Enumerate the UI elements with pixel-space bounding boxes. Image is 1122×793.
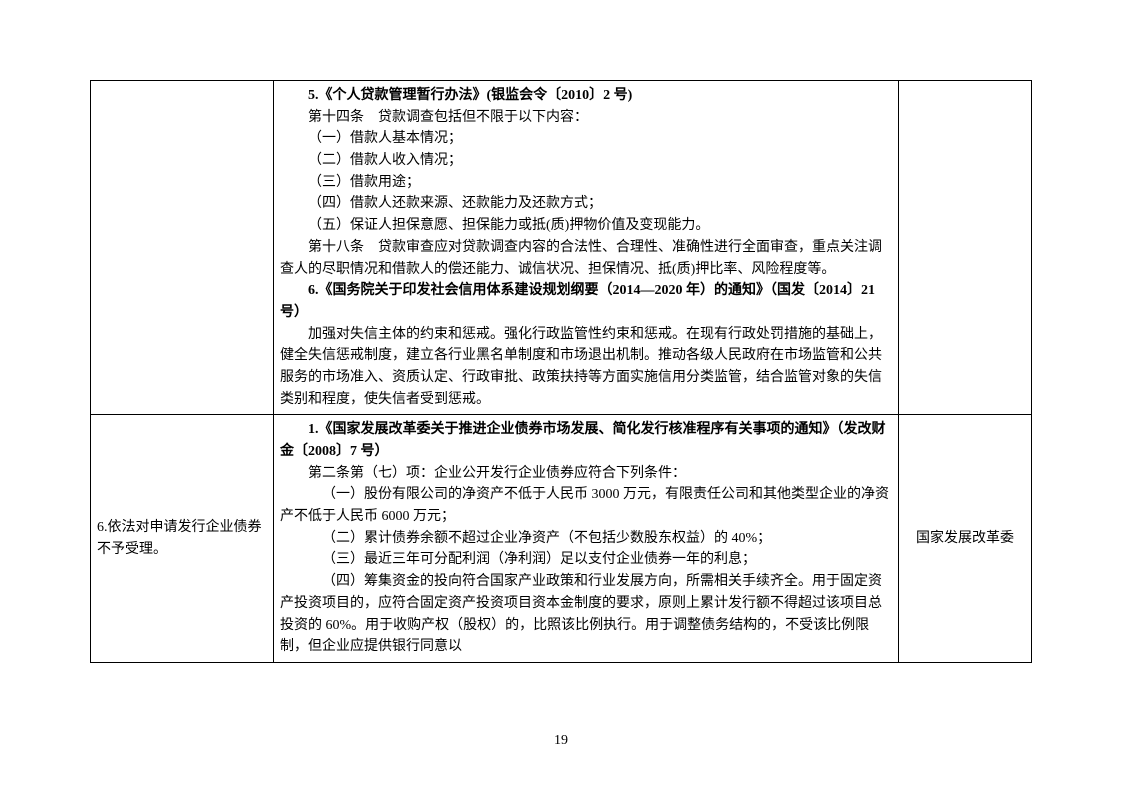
paragraph: 6.《国务院关于印发社会信用体系建设规划纲要（2014—2020 年）的通知》（…: [280, 280, 892, 323]
paragraph: （二）借款人收入情况；: [280, 150, 892, 172]
table-row: 5.《个人贷款管理暂行办法》(银监会令〔2010〕2 号)第十四条 贷款调查包括…: [91, 81, 1032, 415]
page-number: 19: [0, 733, 1122, 749]
paragraph: （一）借款人基本情况；: [280, 128, 892, 150]
paragraph: 第十八条 贷款审查应对贷款调查内容的合法性、合理性、准确性进行全面审查，重点关注…: [280, 237, 892, 280]
paragraph: （四）借款人还款来源、还款能力及还款方式；: [280, 193, 892, 215]
paragraph: （三）借款用途；: [280, 172, 892, 194]
paragraph: 第二条第（七）项：企业公开发行企业债券应符合下列条件：: [280, 463, 892, 485]
page-container: 5.《个人贷款管理暂行办法》(银监会令〔2010〕2 号)第十四条 贷款调查包括…: [0, 0, 1122, 703]
paragraph: （二）累计债券余额不超过企业净资产（不包括少数股东权益）的 40%；: [280, 528, 892, 550]
col-agency: [899, 81, 1032, 415]
regulation-table: 5.《个人贷款管理暂行办法》(银监会令〔2010〕2 号)第十四条 贷款调查包括…: [90, 80, 1032, 663]
paragraph: （五）保证人担保意愿、担保能力或抵(质)押物价值及变现能力。: [280, 215, 892, 237]
paragraph: 1.《国家发展改革委关于推进企业债券市场发展、简化发行核准程序有关事项的通知》（…: [280, 419, 892, 462]
col-basis: 5.《个人贷款管理暂行办法》(银监会令〔2010〕2 号)第十四条 贷款调查包括…: [274, 81, 899, 415]
col-basis: 1.《国家发展改革委关于推进企业债券市场发展、简化发行核准程序有关事项的通知》（…: [274, 415, 899, 663]
paragraph: 第十四条 贷款调查包括但不限于以下内容：: [280, 107, 892, 129]
paragraph: （一）股份有限公司的净资产不低于人民币 3000 万元，有限责任公司和其他类型企…: [280, 484, 892, 527]
paragraph: （四）筹集资金的投向符合国家产业政策和行业发展方向，所需相关手续齐全。用于固定资…: [280, 571, 892, 658]
paragraph: 5.《个人贷款管理暂行办法》(银监会令〔2010〕2 号): [280, 85, 892, 107]
col-agency: 国家发展改革委: [899, 415, 1032, 663]
paragraph: （三）最近三年可分配利润（净利润）足以支付企业债券一年的利息；: [280, 549, 892, 571]
table-row: 6.依法对申请发行企业债券不予受理。1.《国家发展改革委关于推进企业债券市场发展…: [91, 415, 1032, 663]
col-measure: [91, 81, 274, 415]
table-body: 5.《个人贷款管理暂行办法》(银监会令〔2010〕2 号)第十四条 贷款调查包括…: [91, 81, 1032, 663]
col-measure: 6.依法对申请发行企业债券不予受理。: [91, 415, 274, 663]
paragraph: 加强对失信主体的约束和惩戒。强化行政监管性约束和惩戒。在现有行政处罚措施的基础上…: [280, 324, 892, 411]
